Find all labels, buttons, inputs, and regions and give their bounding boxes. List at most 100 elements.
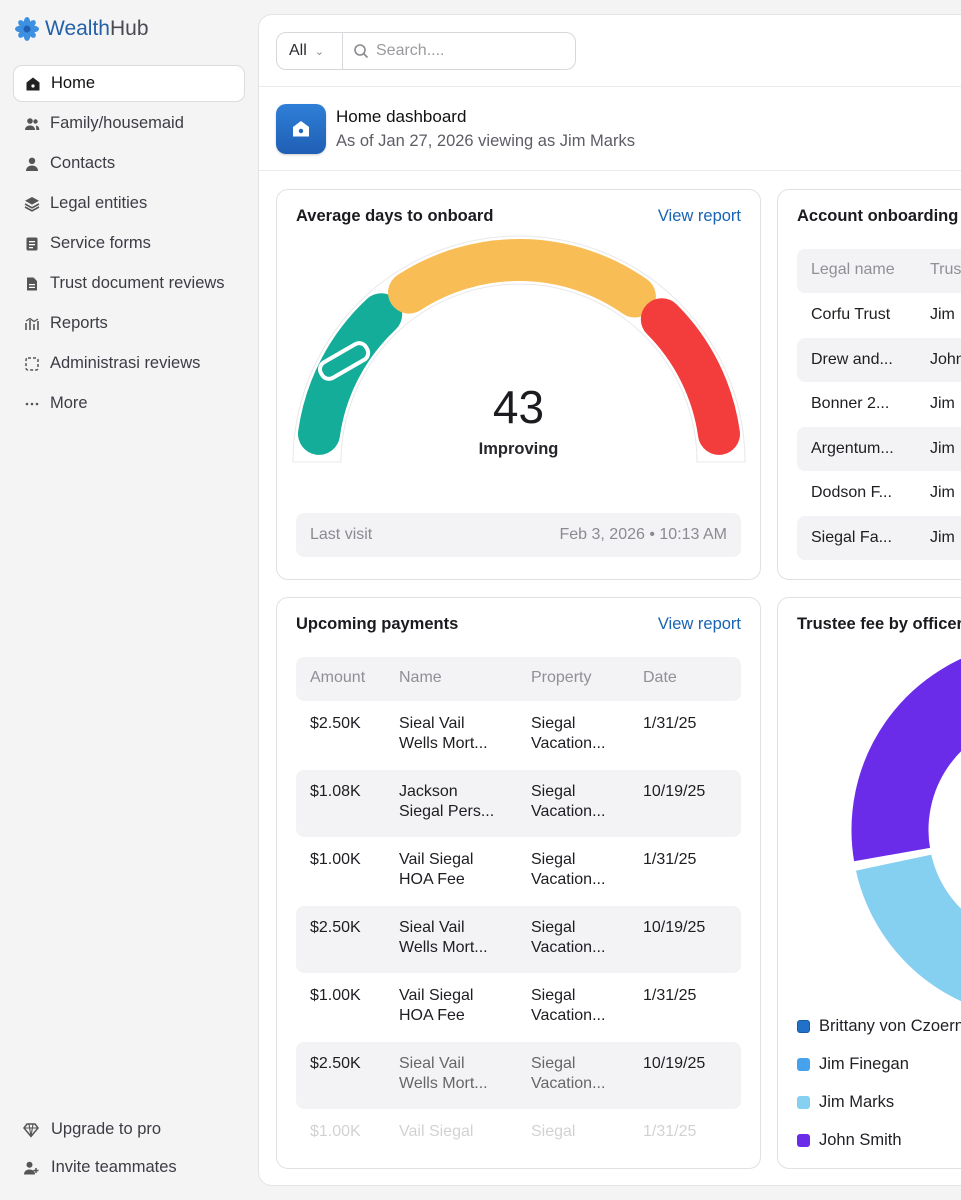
property-line: Vacation... — [531, 1007, 606, 1024]
last-visit-bar: Last visit Feb 3, 2026 • 10:13 AM — [296, 513, 741, 557]
legend-item: John Smith — [797, 1131, 902, 1150]
form-icon — [23, 235, 41, 253]
cell-amount: $1.08K — [310, 783, 361, 800]
cell-amount: $1.00K — [310, 987, 361, 1004]
table-row[interactable]: Siegal Fa... Jim — [797, 516, 961, 560]
legend-item: Jim Finegan — [797, 1055, 909, 1074]
column-header: Amount — [310, 669, 366, 686]
cell-trustee: Jim — [930, 484, 955, 501]
page-header: Home dashboard As of Jan 27, 2026 viewin… — [259, 87, 961, 171]
name-line: Jackson — [399, 783, 458, 800]
sidebar-item-family[interactable]: Family/housemaid — [13, 105, 245, 142]
cell-name: Vail Siegal — [399, 1123, 474, 1140]
sidebar-item-legal-entities[interactable]: Legal entities — [13, 185, 245, 222]
cell-legal-name: Dodson F... — [811, 484, 892, 501]
cell-trustee: Jim — [930, 395, 955, 412]
cell-amount: $2.50K — [310, 919, 361, 936]
column-header: Name — [399, 669, 442, 686]
diamond-icon — [22, 1121, 40, 1139]
add-user-icon — [22, 1159, 40, 1177]
card-title: Trustee fee by officer — [797, 615, 961, 633]
account-onboarding-card: Account onboarding v Legal name Trus Cor… — [777, 189, 961, 580]
upgrade-button[interactable]: Upgrade to pro — [22, 1120, 242, 1139]
sidebar-nav: Home Family/housemaid Contacts Legal ent… — [13, 65, 245, 425]
name-line: Sieal Vail — [399, 1055, 465, 1072]
table-row[interactable]: $2.50K Sieal Vail Wells Mort... Siegal Vac… — [296, 1042, 741, 1109]
legend-swatch — [797, 1020, 810, 1033]
name-line: Vail Siegal — [399, 987, 474, 1004]
cell-legal-name: Corfu Trust — [811, 306, 891, 323]
property-line: Siegal — [531, 851, 576, 868]
more-icon — [23, 395, 41, 413]
invite-label: Invite teammates — [51, 1158, 177, 1176]
page-subtitle: As of Jan 27, 2026 viewing as Jim Marks — [336, 132, 635, 150]
cell-date: 10/19/25 — [643, 783, 706, 800]
cell-legal-name: Drew and... — [811, 351, 893, 368]
cell-property: Siegal — [531, 1123, 576, 1140]
sidebar-item-reports[interactable]: Reports — [13, 305, 245, 342]
cell-date: 1/31/25 — [643, 715, 697, 732]
page-title: Home dashboard — [336, 107, 467, 126]
legend-label: Jim Finegan — [819, 1055, 909, 1073]
sidebar-item-home[interactable]: Home — [13, 65, 245, 102]
gauge-segment-bad — [640, 298, 740, 455]
sidebar-item-label: Family/housemaid — [50, 114, 184, 132]
sidebar-item-service-forms[interactable]: Service forms — [13, 225, 245, 262]
sidebar-item-administrasi-reviews[interactable]: Administrasi reviews — [13, 345, 245, 382]
table-row[interactable]: Argentum... Jim — [797, 427, 961, 471]
sidebar-item-contacts[interactable]: Contacts — [13, 145, 245, 182]
main-panel: All ⌄ Home dashboard As of Jan 27, 2026 … — [258, 14, 961, 1186]
view-report-link[interactable]: View report — [657, 207, 741, 225]
table-row[interactable]: $2.50K Sieal Vail Wells Mort... Siegal Vac… — [296, 906, 741, 973]
donut-chart — [848, 655, 961, 1005]
cell-property: Siegal Vacation... — [531, 850, 605, 890]
cell-name: Sieal Vail Wells Mort... — [399, 714, 488, 754]
column-header: Date — [643, 669, 677, 686]
gauge-status: Improving — [478, 440, 559, 458]
person-icon — [23, 155, 41, 173]
sidebar-item-more[interactable]: More — [13, 385, 245, 422]
table-row[interactable]: $1.08K Jackson Siegal Pers... Siegal Vacat… — [296, 770, 741, 837]
table-row[interactable]: $1.00K Vail Siegal HOA Fee Siegal Vacation… — [296, 974, 741, 1041]
cell-name: Sieal Vail Wells Mort... — [399, 918, 488, 958]
donut-segment-jim-marks — [852, 851, 961, 1005]
document-icon — [23, 275, 41, 293]
home-dashboard-icon — [276, 104, 326, 154]
table-row[interactable]: $2.50K Sieal Vail Wells Mort... Siegal Vac… — [296, 702, 741, 769]
invite-teammates-button[interactable]: Invite teammates — [22, 1158, 242, 1177]
property-line: Vacation... — [531, 939, 606, 956]
name-line: Siegal Pers... — [399, 803, 495, 820]
table-row[interactable]: Dodson F... Jim — [797, 471, 961, 515]
table-row[interactable]: $1.00K Vail Siegal HOA Fee Siegal Vacation… — [296, 838, 741, 905]
view-report-link[interactable]: View report — [657, 615, 741, 633]
brand-logo[interactable]: WealthHub — [14, 16, 149, 42]
cell-legal-name: Bonner 2... — [811, 395, 890, 412]
name-line: Wells Mort... — [399, 735, 488, 752]
users-icon — [23, 115, 41, 133]
sidebar-item-label: Home — [51, 74, 96, 92]
cell-legal-name: Siegal Fa... — [811, 529, 892, 546]
search-input[interactable] — [376, 42, 556, 60]
legend-item: Jim Marks — [797, 1093, 894, 1112]
donut-segment-john-smith — [848, 655, 961, 865]
gauge-chart — [292, 235, 746, 463]
property-line: Siegal — [531, 987, 576, 1004]
filter-dropdown[interactable]: All ⌄ — [277, 33, 343, 69]
table-row[interactable]: Corfu Trust Jim — [797, 293, 961, 337]
cell-date: 10/19/25 — [643, 919, 706, 936]
table-row[interactable]: $1.00K Vail Siegal Siegal 1/31/25 — [296, 1110, 741, 1168]
legend-label: Brittany von Czoern — [819, 1017, 961, 1035]
cell-trustee: Jim — [930, 306, 955, 323]
chevron-down-icon: ⌄ — [314, 45, 324, 58]
last-visit-label: Last visit — [310, 526, 373, 543]
sidebar-item-label: Contacts — [50, 154, 116, 172]
sidebar-item-trust-document-reviews[interactable]: Trust document reviews — [13, 265, 245, 302]
flower-logo-icon — [15, 17, 39, 41]
cell-amount: $1.00K — [310, 851, 361, 868]
legend-swatch — [797, 1096, 810, 1109]
table-row[interactable]: Drew and... John — [797, 338, 961, 382]
legend-swatch — [797, 1134, 810, 1147]
table-row[interactable]: Bonner 2... Jim — [797, 382, 961, 426]
gauge-segment-mid — [388, 238, 656, 318]
name-line: Wells Mort... — [399, 939, 488, 956]
